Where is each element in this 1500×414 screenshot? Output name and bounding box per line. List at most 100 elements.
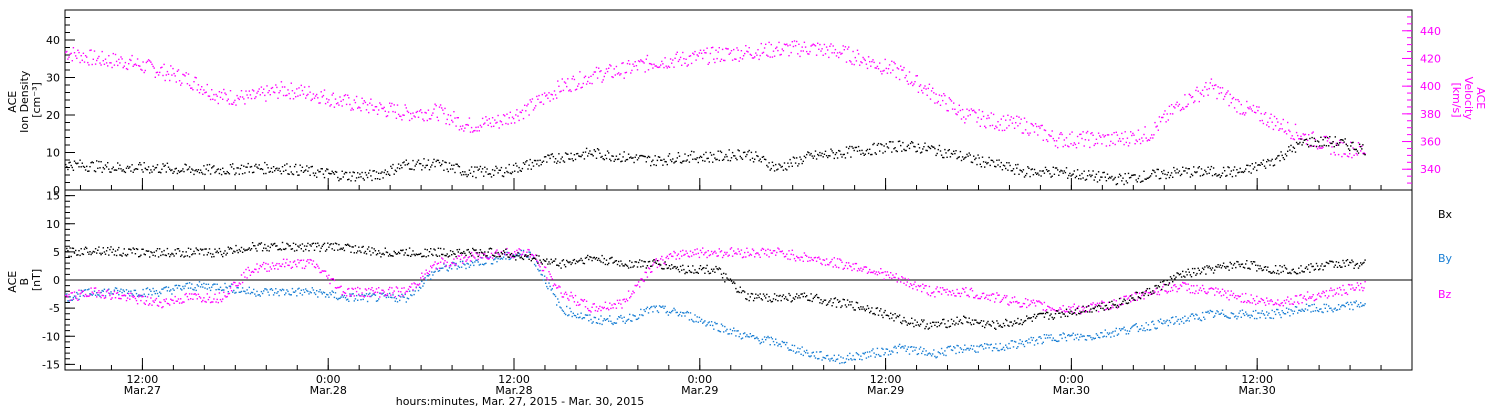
density-point bbox=[1307, 144, 1308, 145]
velocity-point bbox=[570, 91, 571, 92]
by-point bbox=[1162, 323, 1163, 324]
density-point bbox=[709, 161, 710, 162]
bz-point bbox=[127, 297, 128, 298]
bx-point bbox=[95, 248, 96, 249]
velocity-point bbox=[1162, 117, 1163, 118]
bz-point bbox=[1263, 300, 1264, 301]
velocity-point bbox=[233, 102, 234, 103]
by-point bbox=[1009, 348, 1010, 349]
density-point bbox=[391, 168, 392, 169]
bz-point bbox=[569, 295, 570, 296]
velocity-point bbox=[799, 56, 800, 57]
bz-point bbox=[266, 271, 267, 272]
bz-point bbox=[618, 303, 619, 304]
velocity-point bbox=[915, 75, 916, 76]
bz-point bbox=[439, 268, 440, 269]
by-point bbox=[749, 336, 750, 337]
bz-point bbox=[1126, 295, 1127, 296]
velocity-point bbox=[532, 98, 533, 99]
by-point bbox=[674, 309, 675, 310]
density-point bbox=[1169, 177, 1170, 178]
bz-point bbox=[994, 301, 995, 302]
density-point bbox=[977, 154, 978, 155]
by-point bbox=[1221, 313, 1222, 314]
by-point bbox=[1104, 336, 1105, 337]
velocity-point bbox=[589, 83, 590, 84]
bz-point bbox=[767, 249, 768, 250]
by-point bbox=[1073, 333, 1074, 334]
by-point bbox=[232, 292, 233, 293]
velocity-point bbox=[471, 127, 472, 128]
bz-point bbox=[1191, 285, 1192, 286]
velocity-point bbox=[168, 74, 169, 75]
bz-point bbox=[1098, 311, 1099, 312]
bz-point bbox=[392, 292, 393, 293]
density-point bbox=[1029, 176, 1030, 177]
density-point bbox=[1094, 179, 1095, 180]
velocity-point bbox=[846, 61, 847, 62]
density-point bbox=[432, 162, 433, 163]
by-point bbox=[799, 348, 800, 349]
by-point bbox=[179, 285, 180, 286]
bz-point bbox=[1204, 291, 1205, 292]
bz-point bbox=[140, 300, 141, 301]
density-point bbox=[543, 161, 544, 162]
velocity-point bbox=[871, 61, 872, 62]
density-point bbox=[601, 156, 602, 157]
velocity-point bbox=[68, 57, 69, 58]
density-point bbox=[1096, 174, 1097, 175]
density-point bbox=[753, 161, 754, 162]
by-point bbox=[725, 330, 726, 331]
bz-point bbox=[173, 303, 174, 304]
by-point bbox=[1159, 321, 1160, 322]
density-point bbox=[1232, 176, 1233, 177]
bz-point bbox=[782, 250, 783, 251]
by-point bbox=[870, 355, 871, 356]
density-point bbox=[116, 170, 117, 171]
velocity-point bbox=[433, 108, 434, 109]
density-point bbox=[622, 156, 623, 157]
density-point bbox=[1174, 170, 1175, 171]
bx-point bbox=[163, 250, 164, 251]
bx-point bbox=[86, 248, 87, 249]
density-point bbox=[1120, 175, 1121, 176]
velocity-point bbox=[1134, 143, 1135, 144]
velocity-point bbox=[1241, 104, 1242, 105]
density-point bbox=[799, 156, 800, 157]
velocity-point bbox=[222, 99, 223, 100]
velocity-point bbox=[1102, 134, 1103, 135]
velocity-point bbox=[429, 118, 430, 119]
by-point bbox=[847, 355, 848, 356]
bz-point bbox=[826, 258, 827, 259]
by-point bbox=[762, 339, 763, 340]
velocity-point bbox=[260, 94, 261, 95]
density-point bbox=[616, 156, 617, 157]
density-point bbox=[1005, 168, 1006, 169]
by-point bbox=[803, 355, 804, 356]
by-point bbox=[428, 275, 429, 276]
bz-point bbox=[1096, 305, 1097, 306]
by-point bbox=[200, 286, 201, 287]
velocity-point bbox=[430, 118, 431, 119]
velocity-point bbox=[329, 105, 330, 106]
density-point bbox=[152, 166, 153, 167]
bz-point bbox=[465, 261, 466, 262]
density-point bbox=[1269, 164, 1270, 165]
density-point bbox=[727, 160, 728, 161]
velocity-point bbox=[507, 123, 508, 124]
bz-point bbox=[1003, 297, 1004, 298]
by-point bbox=[1192, 313, 1193, 314]
velocity-point bbox=[125, 62, 126, 63]
by-point bbox=[1308, 305, 1309, 306]
velocity-point bbox=[452, 121, 453, 122]
density-point bbox=[1052, 176, 1053, 177]
velocity-point bbox=[1003, 116, 1004, 117]
density-point bbox=[859, 150, 860, 151]
by-point bbox=[248, 292, 249, 293]
density-point bbox=[996, 160, 997, 161]
bz-point bbox=[1137, 300, 1138, 301]
bz-point bbox=[78, 290, 79, 291]
by-point bbox=[635, 315, 636, 316]
bx-point bbox=[94, 251, 95, 252]
density-point bbox=[719, 160, 720, 161]
